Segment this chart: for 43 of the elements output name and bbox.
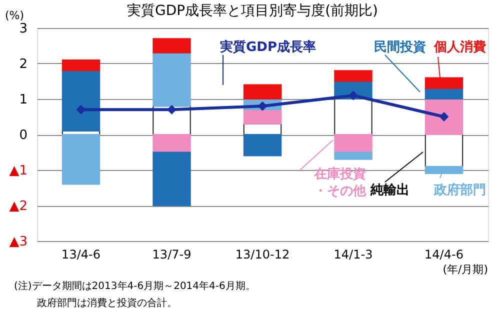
bar bbox=[334, 98, 372, 135]
y-tick-label: ▲2 bbox=[9, 199, 28, 214]
text: 政府部門は消費と投資の合計。 bbox=[37, 297, 177, 309]
x-tick-label: 13/10-12 bbox=[235, 248, 290, 262]
bar bbox=[152, 134, 191, 153]
bar bbox=[334, 70, 372, 82]
bar bbox=[152, 38, 191, 54]
x-tick-label: 14/1-3 bbox=[334, 248, 373, 262]
legend-label: 政府部門 bbox=[433, 182, 486, 198]
text: 実質GDP成長率 bbox=[219, 39, 316, 55]
bar bbox=[62, 59, 100, 72]
bar bbox=[424, 98, 464, 135]
bar bbox=[334, 152, 372, 160]
chart-title: 実質GDP成長率と項目別寄与度(前期比) bbox=[127, 3, 378, 19]
series-label: 純輸出 bbox=[370, 183, 410, 198]
bar bbox=[424, 134, 464, 167]
bar bbox=[62, 134, 100, 185]
y-axis-title: (%) bbox=[5, 9, 24, 22]
series-label: 個人消費 bbox=[433, 40, 486, 55]
point bbox=[348, 90, 358, 100]
y-tick-label: 0 bbox=[19, 128, 28, 143]
bar bbox=[424, 88, 464, 100]
y-tick-label: ▲1 bbox=[9, 164, 28, 178]
point bbox=[76, 104, 86, 114]
bar bbox=[152, 52, 191, 107]
bar bbox=[243, 109, 282, 124]
bar bbox=[152, 152, 191, 206]
point bbox=[167, 104, 176, 114]
x-axis-title: (年/月期) bbox=[442, 263, 488, 276]
bar bbox=[243, 134, 282, 156]
y-tick-label: ▲3 bbox=[9, 234, 28, 250]
bar bbox=[243, 84, 282, 100]
x-tick-label: 13/4-6 bbox=[62, 248, 100, 262]
legend-label: 在庫投資・その他 bbox=[313, 166, 367, 199]
bar bbox=[62, 70, 100, 132]
x-tick-label: 13/7-9 bbox=[152, 248, 192, 262]
bar bbox=[424, 166, 464, 174]
y-tick-label: 1 bbox=[19, 92, 28, 108]
y-tick-label: 3 bbox=[19, 22, 28, 36]
x-tick-label: 14/4-6 bbox=[424, 248, 464, 262]
text: 民間投資 bbox=[374, 40, 426, 55]
y-tick-label: 2 bbox=[19, 57, 28, 72]
text: (注)データ期間は2013年4-6月期～2014年4-6月期。 bbox=[14, 280, 256, 292]
